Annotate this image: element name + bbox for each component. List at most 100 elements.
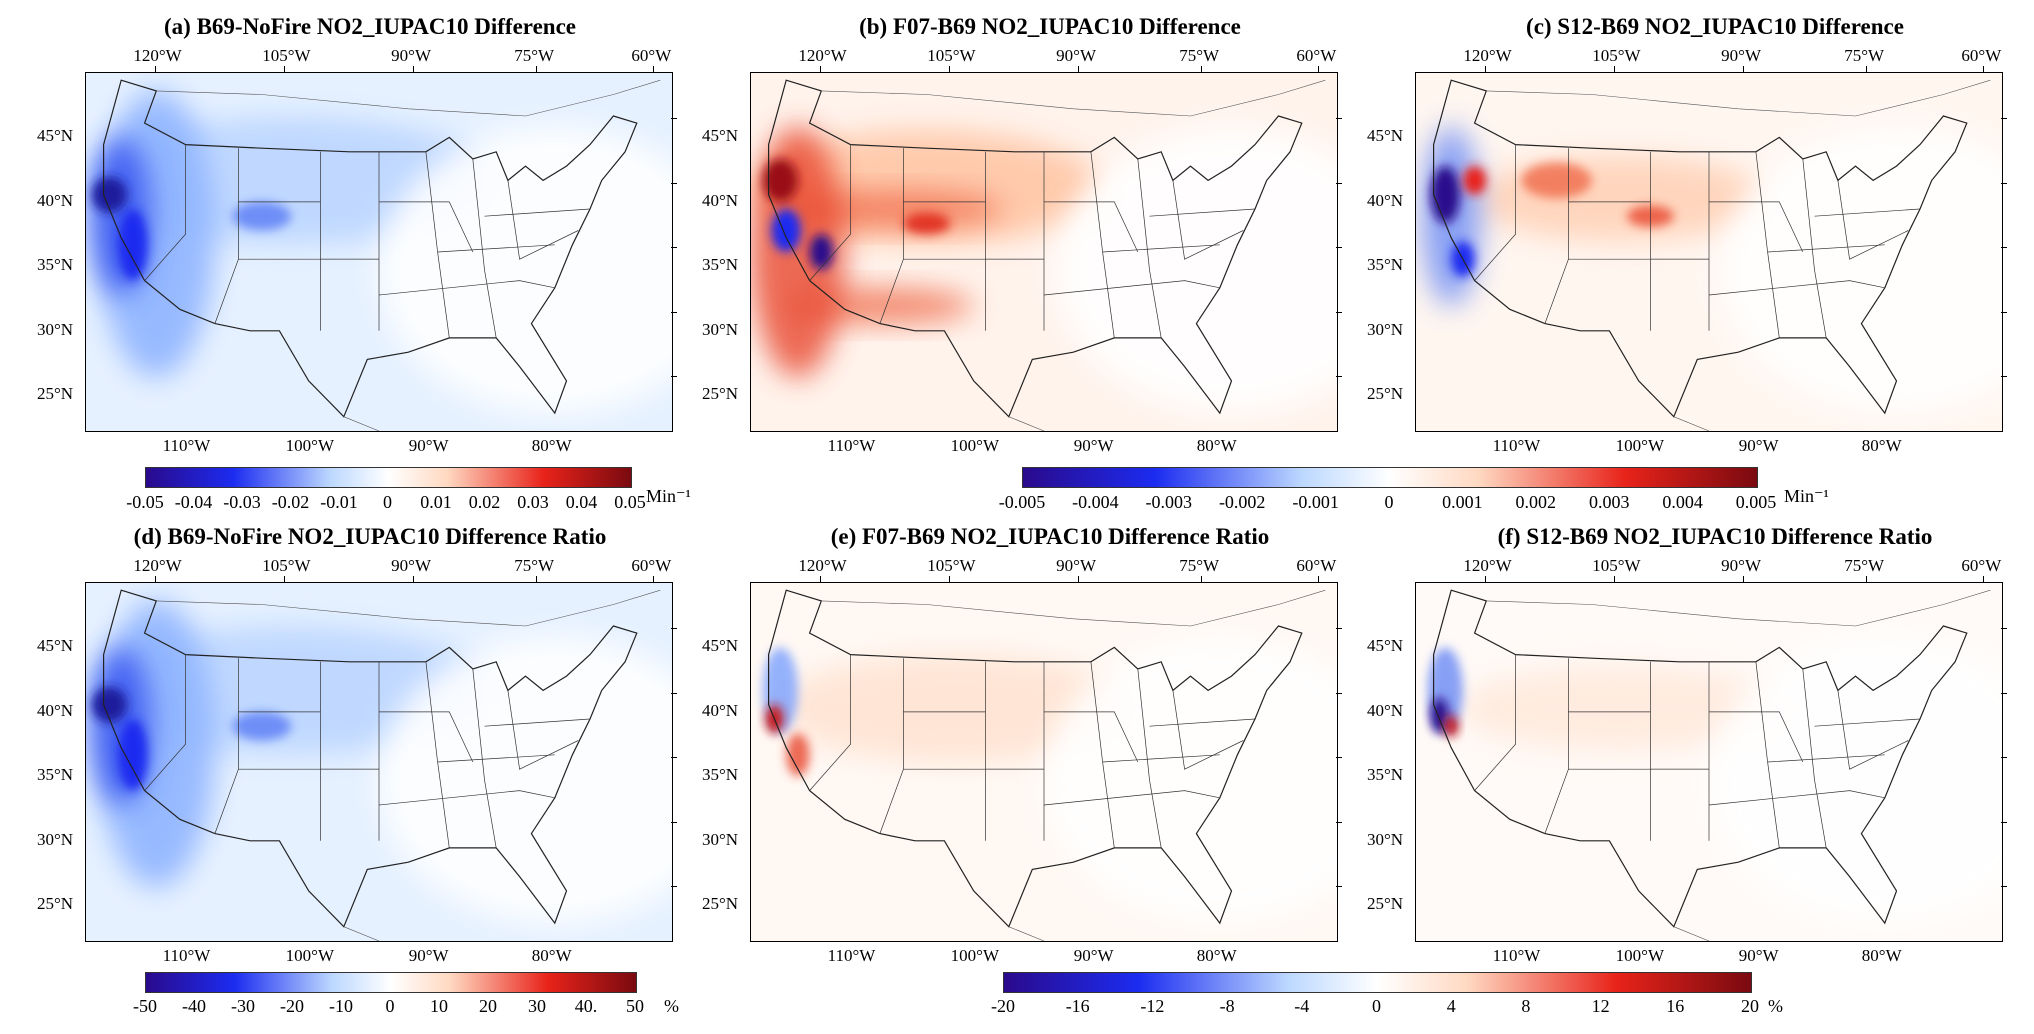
- axis-tick: [2001, 182, 2007, 184]
- top-lon-label: 120°W: [1463, 556, 1512, 575]
- map-area: [85, 582, 673, 942]
- colorbar-tick-label: 30: [528, 996, 546, 1016]
- axis-tick: [671, 821, 677, 823]
- bottom-lon-label: 100°W: [950, 436, 1000, 455]
- bottom-lon-label: 90°W: [1738, 436, 1779, 455]
- map-area: [1415, 72, 2003, 432]
- bottom-lon-label: 80°W: [531, 436, 572, 455]
- axis-tick: [155, 576, 157, 582]
- top-lon-label: 60°W: [631, 46, 672, 65]
- lat-label: 45°N: [37, 636, 74, 656]
- axis-tick: [1983, 66, 1985, 72]
- colorbar-tick-label: -40: [182, 996, 206, 1016]
- axis-tick: [1743, 576, 1745, 582]
- colorbar-tick-label: -0.04: [174, 492, 213, 512]
- colorbar-tick-label: 20: [479, 996, 497, 1016]
- colorbar-tick-label: 12: [1591, 996, 1610, 1016]
- top-lon-label: 75°W: [1844, 556, 1885, 575]
- axis-tick: [2001, 247, 2007, 249]
- colorbar-tick-label: -0.03: [223, 492, 261, 512]
- lat-label: 35°N: [702, 255, 739, 275]
- map-area: [85, 72, 673, 432]
- axis-tick: [820, 576, 822, 582]
- axis-tick: [671, 182, 677, 184]
- colorbar-tick-label: -0.01: [320, 492, 358, 512]
- colorbar-tick-label: -10: [329, 996, 353, 1016]
- panel-title: (f) S12-B69 NO2_IUPAC10 Difference Ratio: [1497, 524, 1933, 549]
- colorbar-tick-label: 0.02: [468, 492, 501, 512]
- bottom-lon-label: 100°W: [285, 946, 335, 965]
- top-lon-label: 75°W: [1179, 556, 1220, 575]
- top-lon-label: 120°W: [133, 46, 182, 65]
- axis-tick: [671, 311, 677, 313]
- top-lon-label: 105°W: [1592, 46, 1641, 65]
- colorbar-unit: Min⁻¹: [1784, 486, 1829, 506]
- bottom-lon-label: 110°W: [1492, 436, 1541, 455]
- lat-label: 30°N: [1367, 319, 1404, 339]
- lat-label: 40°N: [702, 190, 739, 210]
- axis-tick: [1318, 66, 1320, 72]
- bottom-lon-label: 110°W: [827, 946, 876, 965]
- axis-tick: [1743, 66, 1745, 72]
- lat-label: 25°N: [37, 384, 74, 404]
- bottom-lon-label: 80°W: [531, 946, 572, 965]
- colorbar-tick-label: 4: [1446, 996, 1456, 1016]
- axis-tick: [1983, 576, 1985, 582]
- colorbar-unit: Min⁻¹: [646, 486, 691, 506]
- axis-tick: [2001, 821, 2007, 823]
- map-field: [1416, 583, 2002, 941]
- lat-label: 40°N: [1367, 700, 1404, 720]
- axis-tick: [1078, 576, 1080, 582]
- top-lon-label: 105°W: [1592, 556, 1641, 575]
- axis-tick: [1336, 118, 1342, 120]
- colorbar-cb4: [1003, 972, 1752, 993]
- axis-tick: [653, 66, 655, 72]
- colorbar-tick-label: -0.001: [1292, 492, 1339, 512]
- axis-tick: [1078, 66, 1080, 72]
- axis-tick: [653, 576, 655, 582]
- map-field: [751, 583, 1337, 941]
- colorbar-tick-label: -4: [1294, 996, 1310, 1016]
- top-lon-label: 60°W: [1961, 46, 2002, 65]
- colorbar-tick-label: 10: [430, 996, 448, 1016]
- colorbar-unit: %: [1768, 996, 1783, 1016]
- bottom-lon-label: 80°W: [1861, 436, 1902, 455]
- axis-tick: [671, 886, 677, 888]
- panel-title: (a) B69-NoFire NO2_IUPAC10 Difference: [164, 14, 576, 39]
- bottom-lon-label: 100°W: [1615, 946, 1665, 965]
- axis-tick: [671, 757, 677, 759]
- top-lon-label: 75°W: [1844, 46, 1885, 65]
- top-lon-label: 120°W: [798, 46, 847, 65]
- colorbar-tick-label: -0.004: [1072, 492, 1119, 512]
- colorbar-tick-label: 0.03: [517, 492, 549, 512]
- lat-label: 25°N: [1367, 384, 1404, 404]
- colorbar-tick-label: 0.002: [1515, 492, 1557, 512]
- colorbar-tick-label: 0.05: [614, 492, 646, 512]
- axis-tick: [2001, 757, 2007, 759]
- axis-tick: [2001, 886, 2007, 888]
- colorbar-tick-label: -0.005: [998, 492, 1046, 512]
- colorbar-cb2: [1022, 467, 1758, 488]
- colorbar-tick-label: -0.05: [126, 492, 164, 512]
- axis-tick: [1336, 886, 1342, 888]
- colorbar-tick-label: 0: [1384, 492, 1394, 512]
- top-lon-label: 60°W: [1961, 556, 2002, 575]
- axis-tick: [1866, 66, 1868, 72]
- top-lon-label: 90°W: [391, 46, 431, 65]
- lat-label: 35°N: [37, 255, 74, 275]
- lat-label: 25°N: [702, 384, 739, 404]
- axis-tick: [2001, 118, 2007, 120]
- lat-label: 35°N: [1367, 255, 1404, 275]
- colorbar-tick-label: -8: [1219, 996, 1235, 1016]
- axis-tick: [1336, 821, 1342, 823]
- colorbar-tick-label: 0: [1372, 996, 1381, 1016]
- top-lon-label: 105°W: [262, 46, 311, 65]
- colorbar-tick-label: -20: [280, 996, 304, 1016]
- axis-tick: [2001, 376, 2007, 378]
- colorbar-tick-label: 16: [1666, 996, 1685, 1016]
- lat-label: 45°N: [702, 126, 739, 146]
- axis-tick: [2001, 628, 2007, 630]
- map-area: [1415, 582, 2003, 942]
- colorbar-tick-label: 40.: [574, 996, 598, 1016]
- colorbar-tick-label: -12: [1140, 996, 1165, 1016]
